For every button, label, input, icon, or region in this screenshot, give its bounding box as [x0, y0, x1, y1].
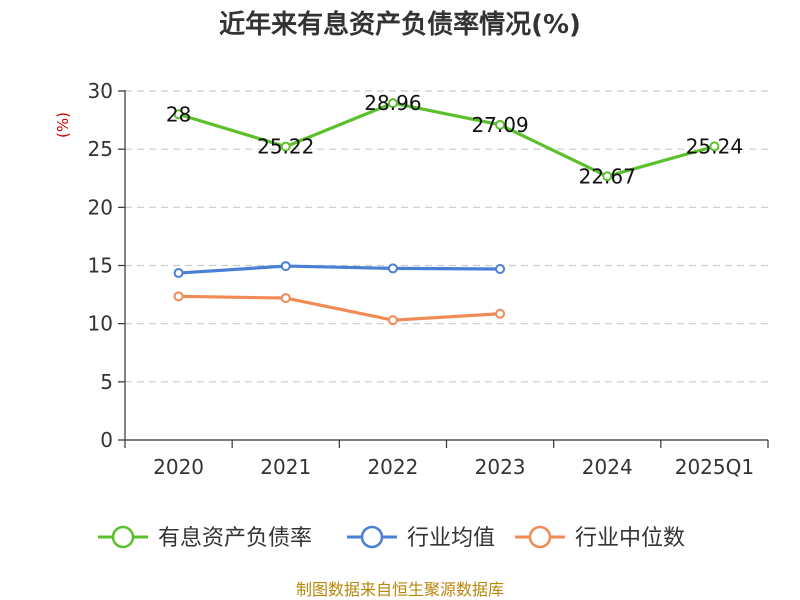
y-axis-label: (%)	[54, 112, 72, 138]
data-point	[495, 263, 506, 274]
data-point	[495, 119, 506, 130]
data-point	[173, 109, 184, 120]
y-tick-label: 25	[88, 137, 113, 161]
x-tick-label: 2022	[367, 455, 418, 479]
series-line-0	[178, 101, 715, 178]
series-group	[173, 98, 720, 326]
data-point	[602, 171, 613, 182]
y-tick-label: 0	[100, 428, 113, 452]
data-label: 27.09	[471, 113, 528, 137]
data-label: 22.67	[579, 164, 636, 188]
y-tick-label: 15	[88, 254, 113, 278]
legend: 有息资产负债率 行业均值 行业中位数	[98, 525, 685, 551]
data-point	[387, 98, 398, 109]
legend-label: 行业均值	[407, 526, 495, 551]
x-tick-label: 2021	[260, 455, 311, 479]
data-label: 28.96	[364, 91, 421, 115]
x-tick-label: 2020	[153, 455, 204, 479]
data-point	[173, 291, 184, 302]
legend-marker	[360, 525, 384, 549]
legend-marker	[528, 525, 552, 549]
legend-label: 有息资产负债率	[158, 526, 312, 551]
data-point	[173, 268, 184, 279]
y-tick-label: 5	[100, 370, 113, 394]
x-tick-label: 2024	[582, 455, 633, 479]
series-line-1	[178, 264, 501, 275]
y-tick-label: 30	[88, 79, 113, 103]
grid	[125, 90, 768, 383]
data-point	[387, 263, 398, 274]
data-label: 25.24	[686, 134, 743, 158]
data-label: 25.22	[257, 135, 314, 159]
data-point	[387, 315, 398, 326]
y-tick-label: 10	[88, 312, 113, 336]
x-tick-label: 2023	[475, 455, 526, 479]
data-point	[280, 293, 291, 304]
data-point	[495, 308, 506, 319]
y-tick-label: 20	[88, 195, 113, 219]
data-point	[280, 141, 291, 152]
axes: 0 5 10 15 20 25 30 2020 2021 2022 2023 2024 2025Q1	[88, 79, 769, 479]
data-labels: 28 25.22 28.96 27.09 22.67 25.24	[166, 91, 743, 188]
chart-title: 近年来有息资产负债率情况(%)	[219, 9, 581, 40]
data-label: 28	[166, 102, 191, 126]
source-note: 制图数据来自恒生聚源数据库	[296, 580, 504, 599]
legend-label: 行业中位数	[575, 526, 685, 551]
x-tick-label: 2025Q1	[675, 455, 754, 479]
data-point	[709, 141, 720, 152]
series-line-2	[178, 294, 501, 322]
legend-marker	[111, 525, 135, 549]
data-point	[280, 261, 291, 272]
